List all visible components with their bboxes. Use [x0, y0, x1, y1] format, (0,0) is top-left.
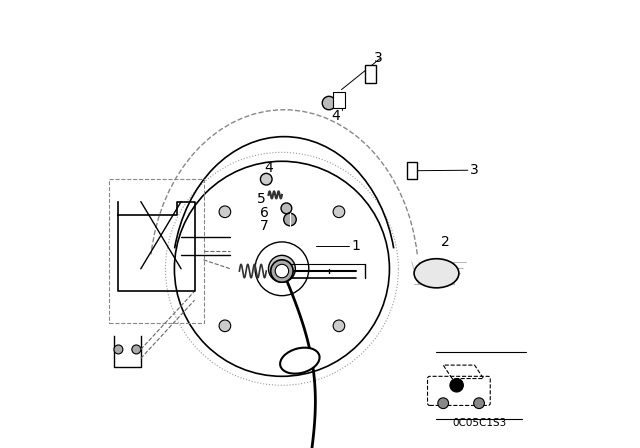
Bar — [407, 162, 417, 179]
Bar — [365, 65, 376, 83]
Text: 0C05C1S3: 0C05C1S3 — [452, 418, 506, 428]
Text: 2: 2 — [441, 235, 450, 249]
Text: 3: 3 — [470, 163, 479, 177]
Text: 7: 7 — [260, 219, 268, 233]
Text: 4: 4 — [332, 109, 340, 124]
Circle shape — [333, 206, 345, 218]
Circle shape — [219, 320, 231, 332]
Text: 6: 6 — [260, 206, 268, 220]
Circle shape — [132, 345, 141, 354]
Circle shape — [271, 260, 293, 282]
Text: 3: 3 — [374, 51, 383, 65]
Ellipse shape — [282, 349, 317, 372]
Text: 1: 1 — [351, 239, 360, 254]
Ellipse shape — [280, 348, 319, 374]
Circle shape — [114, 345, 123, 354]
Circle shape — [474, 398, 484, 409]
Ellipse shape — [414, 259, 459, 288]
FancyBboxPatch shape — [428, 376, 490, 405]
Circle shape — [275, 264, 289, 278]
Bar — [333, 92, 344, 108]
Text: 4: 4 — [264, 161, 273, 175]
Circle shape — [284, 213, 296, 226]
Circle shape — [323, 96, 336, 110]
Circle shape — [281, 203, 292, 214]
Text: 5: 5 — [257, 192, 265, 207]
Circle shape — [450, 379, 463, 392]
Circle shape — [438, 398, 449, 409]
Circle shape — [333, 320, 345, 332]
Circle shape — [260, 173, 272, 185]
Circle shape — [219, 206, 231, 218]
Circle shape — [269, 255, 296, 282]
